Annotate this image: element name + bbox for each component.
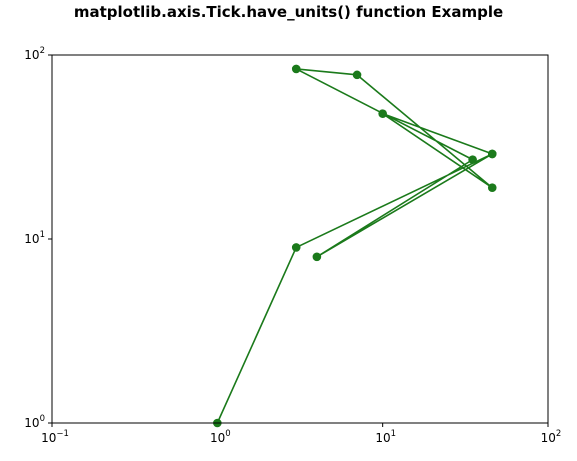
x-tick-label-base: 10 [375, 431, 390, 445]
y-tick-label: 102 [24, 46, 45, 62]
data-point [352, 70, 362, 80]
y-tick-label-exp: 2 [40, 46, 45, 56]
y-tick-label-base: 10 [24, 416, 39, 430]
chart-title: matplotlib.axis.Tick.have_units() functi… [73, 3, 504, 21]
data-point [487, 149, 497, 159]
y-tick-label: 101 [24, 230, 45, 246]
series-line [216, 68, 494, 424]
series-layer [213, 64, 497, 428]
x-tick-label: 101 [375, 429, 396, 445]
x-tick-label-base: 10 [41, 431, 56, 445]
data-point [291, 243, 301, 252]
x-tick-label: 102 [541, 429, 562, 445]
x-tick-label-exp: −1 [56, 429, 69, 439]
y-tick-label-base: 10 [24, 232, 39, 246]
y-tick-label-base: 10 [24, 48, 39, 62]
x-tick-label: 10−1 [41, 429, 69, 445]
x-tick-label-exp: 1 [391, 429, 396, 439]
data-point [291, 64, 301, 74]
x-tick-label-base: 10 [541, 431, 556, 445]
data-point [487, 183, 497, 193]
axes-frame [51, 54, 549, 424]
data-point [378, 109, 387, 118]
data-point [468, 155, 477, 164]
data-point [312, 252, 322, 262]
x-tick-label-exp: 0 [225, 429, 230, 439]
x-tick-label-base: 10 [210, 431, 225, 445]
x-tick-label-exp: 2 [556, 429, 561, 439]
y-tick-label: 100 [24, 414, 45, 430]
y-tick-label-exp: 1 [40, 230, 45, 240]
x-tick-label: 100 [210, 429, 231, 445]
y-tick-label-exp: 0 [40, 414, 45, 424]
